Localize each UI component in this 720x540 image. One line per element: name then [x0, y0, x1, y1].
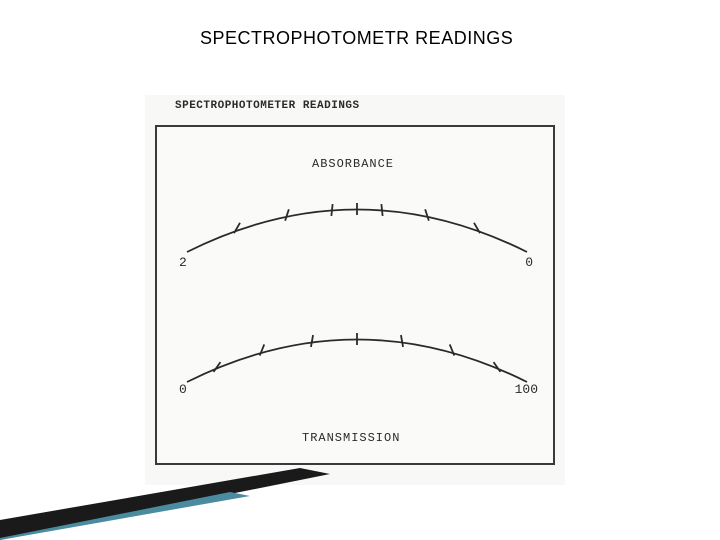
transmission-left-value: 0: [179, 382, 187, 397]
diagram-container: SPECTROPHOTOMETER READINGS ABSORBANCE 2 …: [145, 95, 565, 485]
slide-title: SPECTROPHOTOMETR READINGS: [200, 28, 513, 49]
absorbance-label: ABSORBANCE: [312, 157, 394, 171]
absorbance-arc: [157, 182, 557, 272]
absorbance-left-value: 2: [179, 255, 187, 270]
transmission-right-value: 100: [515, 382, 538, 397]
diagram-box: ABSORBANCE 2 0 0 100 TRANSMISSION: [155, 125, 555, 465]
transmission-arc: [157, 312, 557, 402]
diagram-heading: SPECTROPHOTOMETER READINGS: [175, 100, 360, 112]
transmission-label: TRANSMISSION: [302, 431, 400, 445]
absorbance-right-value: 0: [525, 255, 533, 270]
